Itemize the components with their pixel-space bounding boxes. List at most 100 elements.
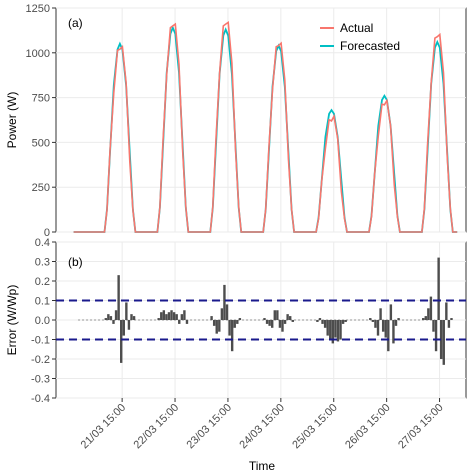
error-bar [329,320,332,340]
panel-b-grid [56,241,466,399]
error-bar [339,320,342,340]
error-bar [323,320,327,328]
error-bar [127,320,131,330]
error-bar [215,320,218,334]
error-bar [447,320,451,328]
error-bar [442,320,445,365]
error-bar [334,320,337,338]
panel-b-bars [78,257,453,365]
error-bar [120,320,123,363]
error-bar [183,310,186,320]
error-bar [271,320,274,328]
error-bar [112,320,115,324]
error-bar [427,308,430,320]
legend-actual-label: Actual [340,21,373,35]
error-bar [175,314,178,320]
error-bar [210,316,213,320]
error-bar [397,318,400,320]
x-tick-label: 23/03 15:00 [184,402,234,452]
error-bar [230,320,234,352]
panel-b-y-tick-label: 0.4 [35,237,50,249]
error-bar [107,314,110,320]
error-bar [331,320,335,344]
error-bar [283,320,287,324]
panel-b: -0.4 -0.3 -0.2 -0.1 0.0 0.1 0.2 0.3 0.4 21/03 15… [5,237,467,473]
error-bar [445,302,448,320]
panel-b-label: (b) [68,255,83,269]
error-bar [185,320,189,324]
panel-a-frame [55,7,467,233]
error-bar [278,320,282,328]
error-bar [265,320,269,324]
x-tick-label: 21/03 15:00 [79,402,129,452]
x-tick-label: 22/03 15:00 [132,402,182,452]
error-bar [387,320,390,352]
panel-a-lines [73,20,458,233]
error-bar [165,314,168,320]
panel-b-y-tick-label: -0.2 [31,354,50,366]
error-bar [437,257,440,320]
error-bar [321,320,324,324]
error-bar [341,320,345,324]
error-bar [440,320,443,359]
error-bar [369,318,372,320]
error-bar [223,284,226,320]
error-bar [381,320,385,332]
error-bar [157,318,160,320]
panel-a-y-tick-label: 1250 [26,3,50,15]
error-bar [220,308,224,320]
error-bar [326,320,329,336]
panel-a-y-tick-label: 0 [44,227,50,239]
panel-a-y-axis-title: Power (W) [5,92,19,149]
error-bar [178,320,181,324]
panel-b-x-ticks: 21/03 15:00 22/03 15:00 23/03 15:00 24/03 1… [79,398,446,451]
error-bar [450,318,453,320]
panel-b-y-tick-label: -0.4 [31,393,50,405]
panel-b-y-tick-label: 0.0 [35,315,50,327]
x-tick-label: 24/03 15:00 [237,402,287,452]
error-bar [162,310,166,320]
error-bar [344,320,347,322]
x-tick-label: 25/03 15:00 [290,402,340,452]
error-bar [172,312,176,320]
panel-b-y-tick-label: -0.3 [31,374,50,386]
error-bar [236,320,239,324]
panel-a-y-ticks: 0 250 500 750 1000 1250 [26,3,56,239]
panel-b-y-tick-label: -0.1 [31,335,50,347]
panel-a-y-tick-label: 250 [32,182,50,194]
error-bar [273,310,276,320]
x-tick-label: 27/03 15:00 [396,402,446,452]
panel-b-y-tick-label: 0.3 [35,257,50,269]
error-bar [289,316,292,320]
error-bar [180,314,184,320]
error-bar [432,320,435,332]
error-bar [394,320,398,326]
legend-forecasted-label: Forecasted [340,39,400,53]
x-tick-label: 26/03 15:00 [343,402,393,452]
error-bar [316,320,319,322]
error-bar [233,320,236,328]
error-bar [104,318,107,320]
error-bar [384,320,387,338]
error-bar [218,320,221,332]
error-bar [238,318,242,320]
panel-b-y-axis-title: Error (W/Wp) [5,285,19,356]
error-bar [392,320,395,344]
legend: Actual Forecasted [320,21,400,53]
error-bar [268,320,271,326]
error-bar [130,314,133,320]
panel-a-y-tick-label: 750 [32,93,50,105]
error-bar [167,312,171,320]
error-bar [286,314,289,320]
error-bar [109,316,113,320]
error-bar [160,312,163,320]
error-bar [276,310,279,320]
panel-b-y-ticks: -0.4 -0.3 -0.2 -0.1 0.0 0.1 0.2 0.3 0.4 [31,237,56,405]
error-bar [122,320,125,336]
error-bar [212,320,216,326]
error-bar [170,310,173,320]
error-bar [434,320,438,352]
error-bar [318,318,322,320]
error-bar [281,320,284,332]
